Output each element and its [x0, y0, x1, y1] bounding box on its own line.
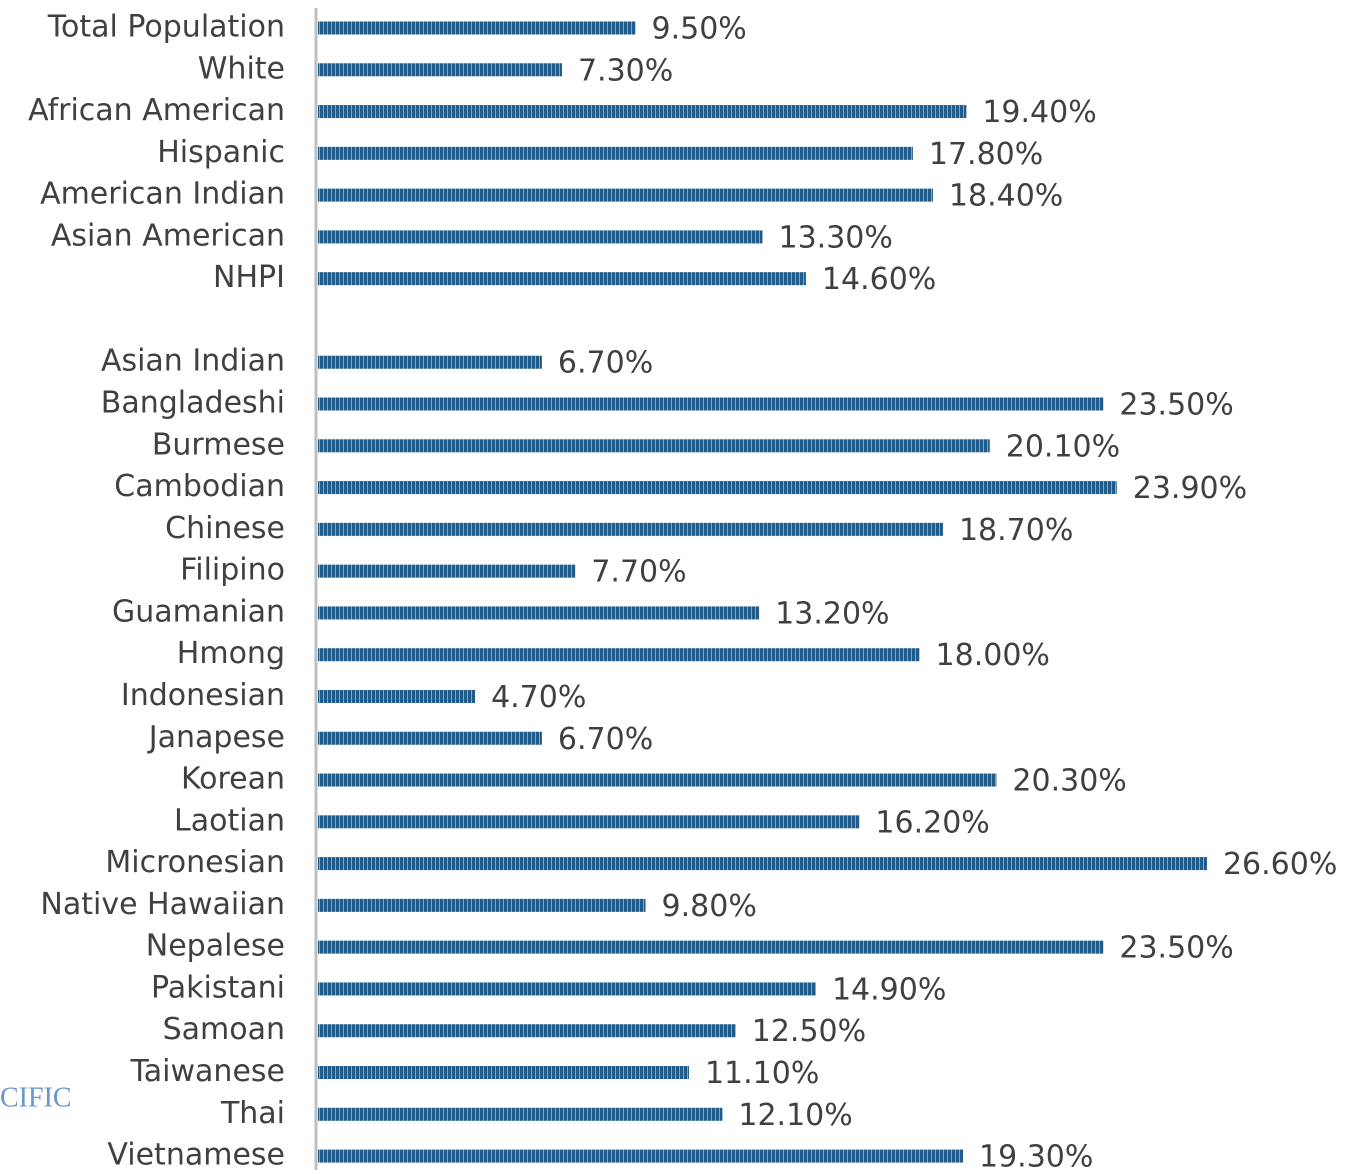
bar: [318, 230, 763, 244]
bar: [318, 355, 542, 369]
category-label: Vietnamese: [107, 1138, 285, 1170]
bar: [318, 105, 967, 119]
bar: [318, 21, 636, 35]
bar: [318, 272, 806, 286]
value-label: 6.70%: [558, 346, 653, 381]
value-label: 20.10%: [1006, 429, 1120, 464]
value-label: 17.80%: [929, 137, 1043, 172]
category-label: Nepalese: [146, 929, 285, 964]
category-label: American Indian: [40, 177, 285, 212]
bar: [318, 522, 943, 536]
category-label: Thai: [220, 1096, 285, 1131]
value-label: 11.10%: [705, 1056, 819, 1091]
category-label: White: [198, 51, 285, 86]
bar: [318, 63, 562, 77]
value-label: 19.30%: [979, 1140, 1093, 1170]
bar: [318, 1066, 689, 1079]
category-label: Samoan: [163, 1012, 285, 1047]
bar: [318, 188, 933, 202]
category-label: Asian Indian: [101, 344, 285, 379]
bar: [318, 1149, 964, 1163]
category-label: Pakistani: [151, 970, 285, 1005]
bar: [318, 773, 997, 787]
value-label: 23.50%: [1119, 931, 1233, 966]
category-label: Chinese: [165, 511, 285, 546]
value-label: 19.40%: [982, 95, 1096, 130]
value-label: 23.90%: [1133, 471, 1247, 506]
bar: [318, 1107, 723, 1121]
value-label: 14.60%: [822, 262, 936, 297]
category-label: Hmong: [177, 636, 285, 671]
bar: [318, 857, 1207, 871]
category-label: Guamanian: [112, 594, 285, 629]
value-label: 18.40%: [949, 179, 1063, 214]
value-label: 20.30%: [1012, 764, 1126, 799]
bar: [318, 940, 1104, 954]
bar: [318, 564, 576, 578]
bar: [318, 815, 860, 829]
bar: [318, 1024, 736, 1038]
category-label: Hispanic: [157, 135, 285, 170]
value-label: 16.20%: [875, 805, 989, 840]
value-label: 12.10%: [738, 1098, 852, 1133]
bar: [318, 731, 542, 745]
category-label: Indonesian: [121, 678, 285, 713]
value-label: 4.70%: [491, 680, 586, 715]
value-label: 13.30%: [778, 220, 892, 255]
category-label: Cambodian: [114, 469, 285, 504]
bar: [318, 982, 816, 996]
value-label: 12.50%: [752, 1014, 866, 1049]
value-label: 26.60%: [1223, 847, 1337, 882]
category-label: Taiwanese: [129, 1054, 285, 1089]
bar: [318, 648, 920, 662]
category-label: Korean: [181, 762, 285, 797]
value-label: 18.00%: [936, 638, 1050, 673]
value-label: 7.70%: [591, 555, 686, 590]
bar: [318, 898, 646, 912]
logo-text: CIFIC: [0, 1082, 72, 1113]
bar: [318, 481, 1117, 495]
category-label: Bangladeshi: [101, 386, 285, 421]
value-label: 13.20%: [775, 596, 889, 631]
value-label: 6.70%: [558, 722, 653, 757]
category-label: Native Hawaiian: [40, 887, 285, 922]
category-label: African American: [28, 93, 285, 128]
category-label: Micronesian: [105, 845, 285, 880]
value-label: 7.30%: [578, 53, 673, 88]
category-label: Filipino: [180, 553, 285, 588]
value-label: 18.70%: [959, 513, 1073, 548]
category-label: Burmese: [152, 427, 285, 462]
bar: [318, 606, 760, 620]
bar: [318, 439, 990, 453]
category-label: Total Population: [47, 10, 285, 45]
category-label: Asian American: [51, 218, 285, 253]
value-label: 14.90%: [832, 972, 946, 1007]
category-label: NHPI: [213, 260, 285, 295]
value-label: 23.50%: [1119, 388, 1233, 423]
bar: [318, 689, 476, 703]
bar: [318, 146, 913, 160]
bar: [318, 397, 1104, 411]
value-label: 9.80%: [662, 889, 757, 924]
category-label: Janapese: [147, 720, 285, 755]
category-label: Laotian: [174, 803, 285, 838]
value-label: 9.50%: [651, 12, 746, 47]
